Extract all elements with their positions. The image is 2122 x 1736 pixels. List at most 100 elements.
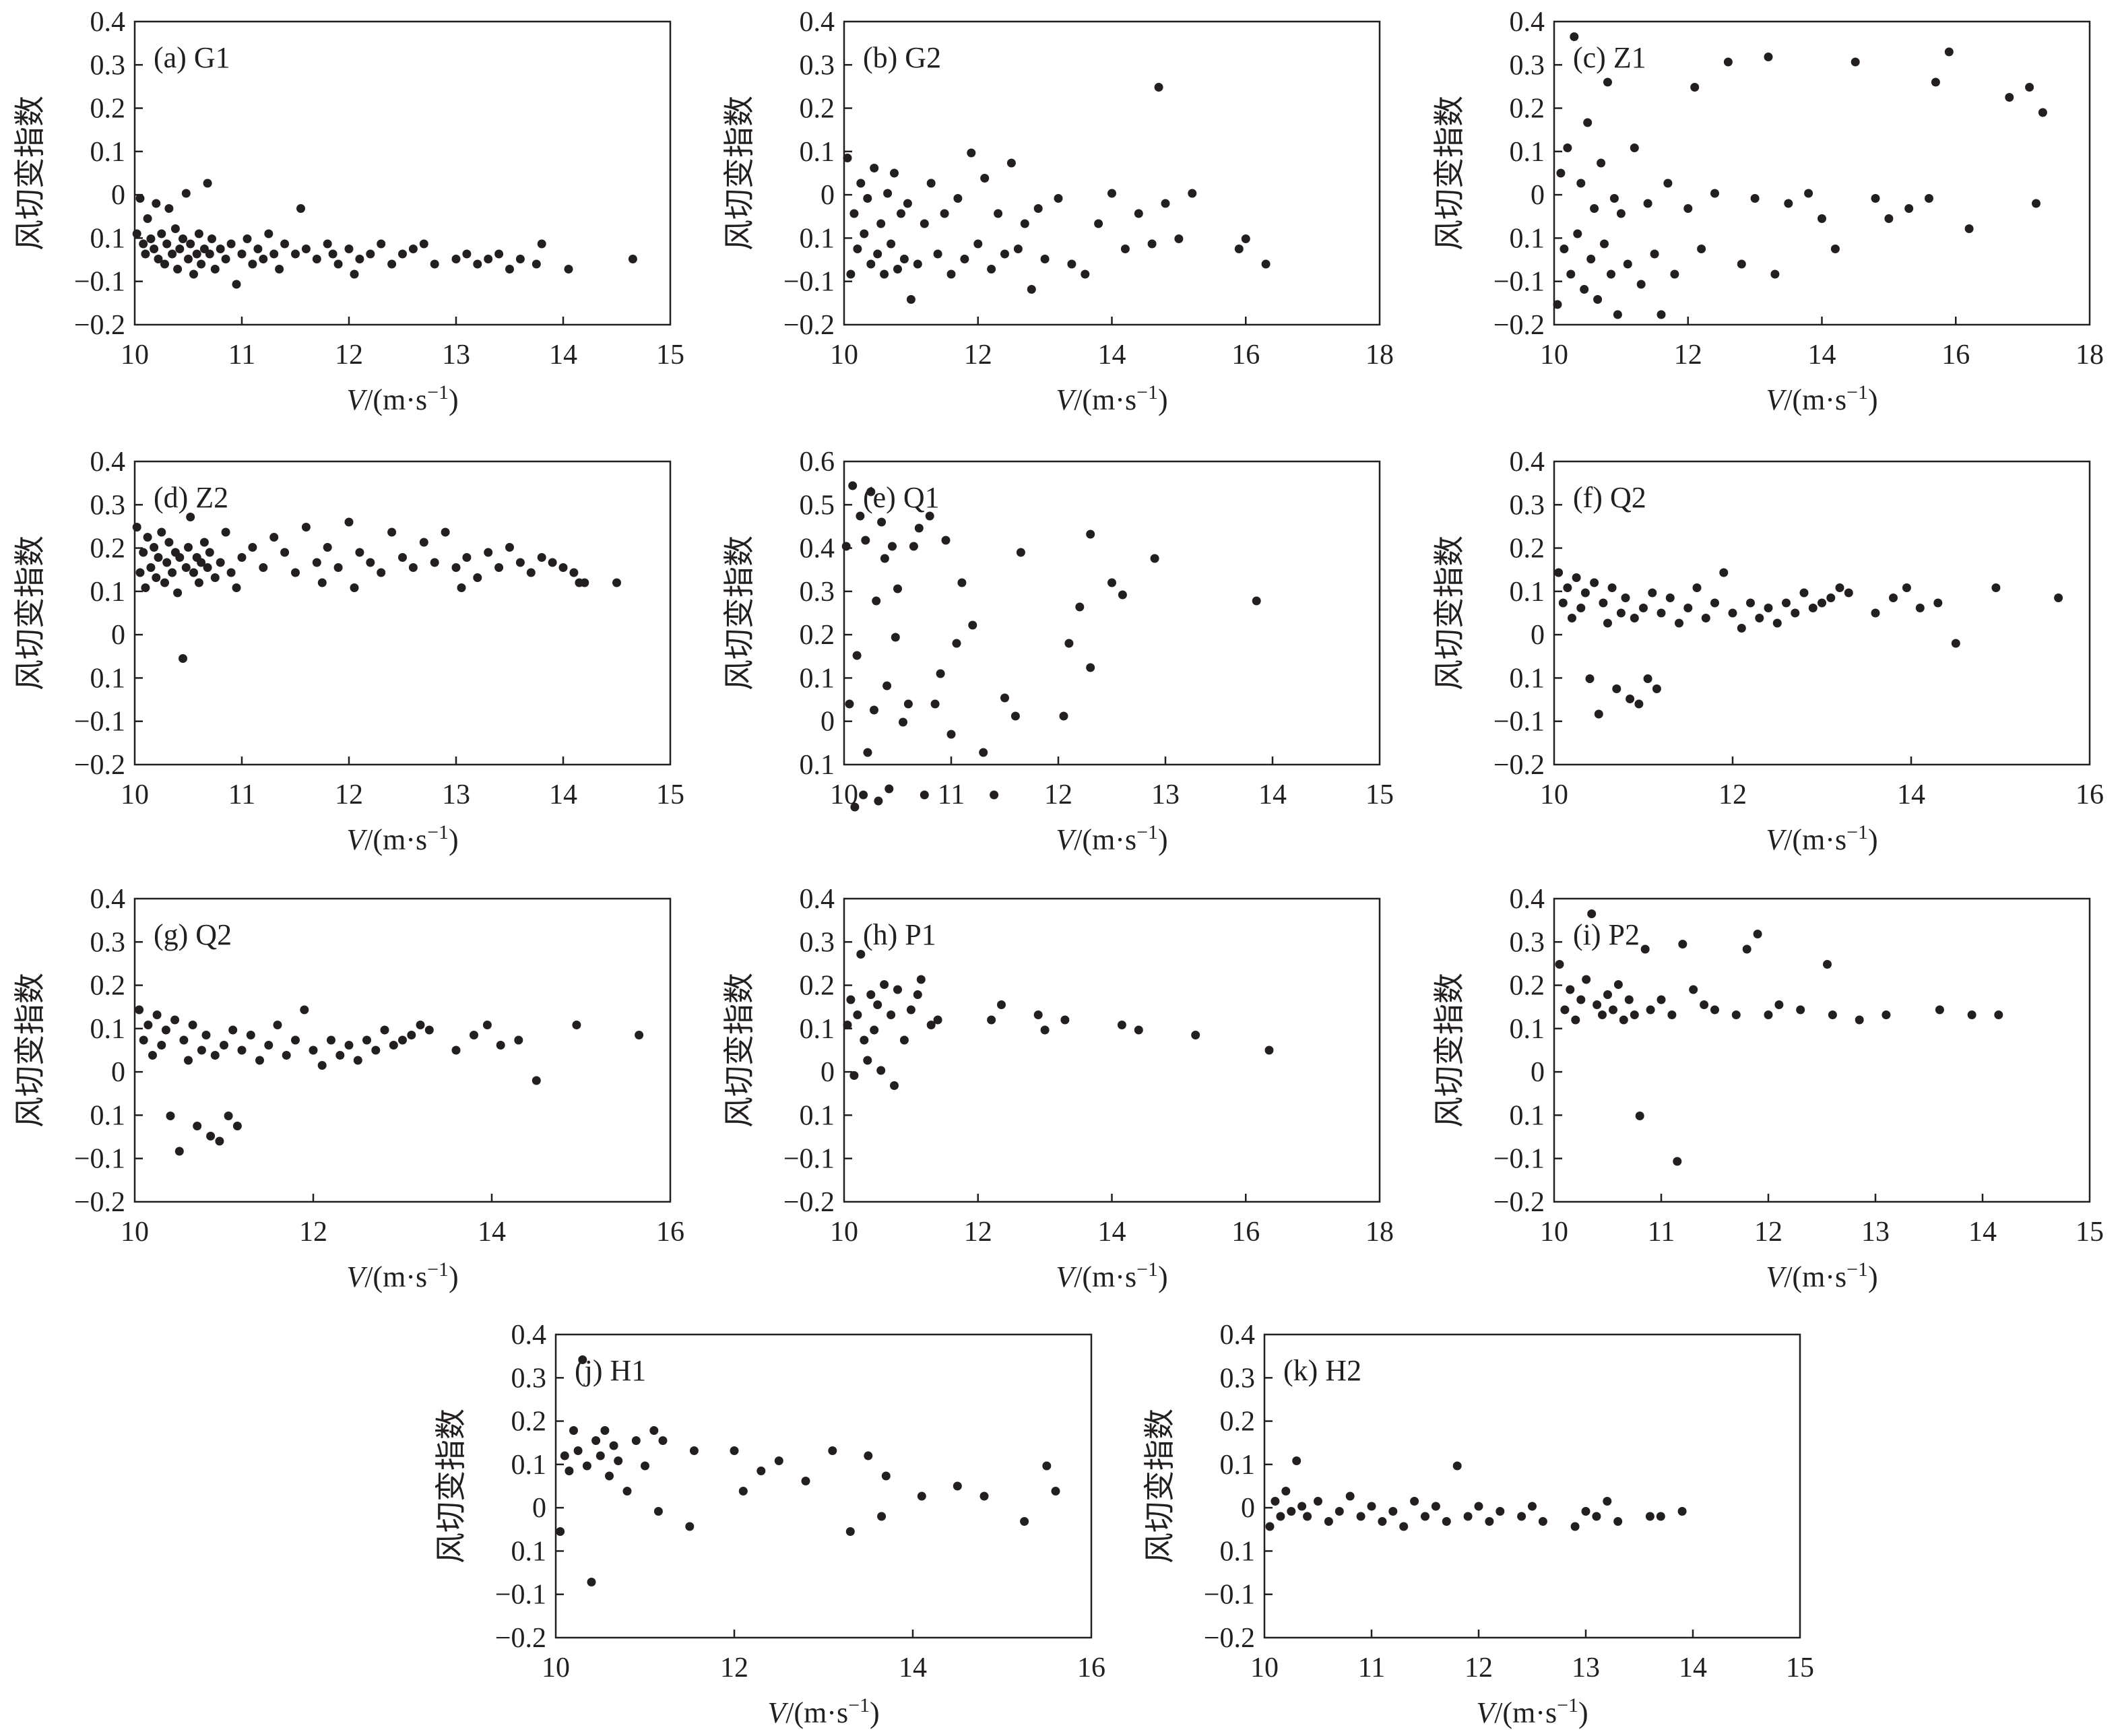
data-point [1566,269,1576,279]
y-axis-title: 风切变指数 [721,973,757,1128]
data-point [853,245,862,253]
data-point [1830,245,1840,253]
plot-frame [843,460,1381,766]
x-axis-title-close: ) [449,823,459,856]
x-tick-label: 16 [1941,340,1970,371]
data-point [622,1487,632,1496]
x-tick-label: 14 [549,779,577,810]
data-point [631,1436,641,1445]
data-point [920,219,929,228]
y-tick-label: 0.4 [1510,447,1545,478]
data-point [1639,604,1648,612]
data-point [1431,1502,1440,1511]
data-point [1828,1010,1837,1019]
data-point [1566,985,1575,994]
data-point [1118,590,1127,600]
data-point [164,538,174,547]
data-point [1020,1517,1029,1526]
data-point [1823,960,1832,969]
data-point [873,249,882,259]
data-point [1630,143,1639,152]
data-point [424,1025,434,1035]
data-point [578,1355,587,1364]
data-point [940,209,949,218]
plot-frame [554,1333,1093,1639]
data-point [738,1487,748,1496]
data-point [216,558,225,567]
data-point [564,265,573,274]
data-point [146,563,156,572]
data-point [366,558,375,567]
data-point [350,583,359,592]
data-point [150,245,159,253]
data-point [232,1122,242,1130]
data-point [203,563,212,572]
data-point [1683,204,1693,213]
data-point [1174,234,1184,243]
y-tick-label: −0.2 [1493,750,1545,781]
data-point [596,1451,605,1460]
x-tick-label: 15 [656,340,684,371]
data-point [135,568,145,577]
panel-11: 0.4 0.3 0.2 0.1 0 0.1 −0.1 −0.210 11 12 13 14 15 (k) … [1141,1320,1814,1729]
data-point [1586,255,1596,263]
data-point [887,239,896,249]
data-point [1643,674,1652,683]
x-tick-label: 13 [442,340,470,371]
data-point [873,1000,882,1009]
data-point [893,985,902,994]
data-point [1094,219,1103,228]
data-point [828,1446,837,1455]
data-point [1630,1010,1639,1019]
data-point [327,1035,335,1045]
data-point [174,1147,184,1156]
y-tick-label: 0.1 [1510,1100,1545,1131]
data-point [1755,614,1764,622]
x-tick-label: 16 [1231,1217,1260,1248]
data-point [882,681,892,690]
data-point [1692,583,1702,592]
data-point [930,699,940,709]
x-tick-label: 10 [1540,1217,1568,1248]
data-point [232,583,241,592]
data-point [1623,259,1632,269]
x-axis-title-var: V [346,1260,368,1293]
data-point [1935,1005,1944,1015]
y-tick-label: 0 [821,707,835,738]
x-tick-label: 13 [1572,1652,1600,1683]
data-point [1570,32,1579,41]
data-point [160,578,169,587]
data-point [1265,1522,1275,1531]
y-axis-title: 风切变指数 [432,1409,469,1564]
data-point [1297,1502,1307,1511]
data-point [259,255,268,263]
data-point [1558,598,1568,608]
y-tick-label: 0 [821,180,835,211]
data-point [1107,578,1116,587]
y-tick-label: 0.4 [800,7,835,38]
x-tick-label: 12 [1718,779,1747,810]
data-point [1598,1010,1607,1019]
panel-label: (f) Q2 [1573,481,1646,514]
data-point [1060,1015,1070,1025]
data-point [515,255,525,263]
data-point [1607,269,1615,279]
data-point [1648,588,1657,598]
plot-frame [1553,897,2091,1203]
x-axis-title-units: /(m·s [1074,823,1136,856]
x-axis-title: V/(m·s−1) [1056,381,1167,416]
data-point [1033,1010,1043,1019]
data-point [152,199,161,208]
x-tick-label: 12 [1044,779,1072,810]
data-point [890,1081,899,1090]
data-point [1931,77,1940,87]
data-point [253,245,263,253]
panel-7: 0.4 0.3 0.2 0.1 0 0.1 −0.1 −0.210 12 14 16 (g) Q2 V/… [11,884,684,1293]
x-axis-title-var: V [1766,1260,1787,1293]
data-point [1592,1512,1601,1521]
data-point [1252,596,1261,606]
data-point [863,194,872,203]
data-point [1013,245,1023,253]
data-point [181,189,191,198]
data-point [856,179,866,188]
